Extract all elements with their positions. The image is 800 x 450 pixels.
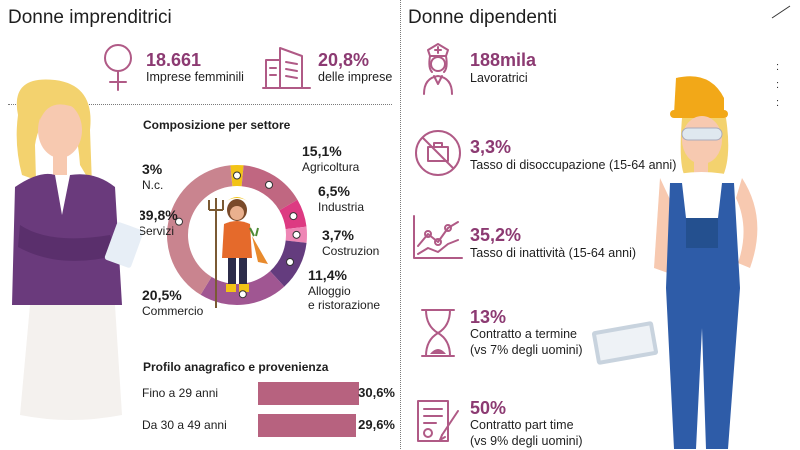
donut-category-label: Agricoltura [302, 160, 360, 174]
quota-label: delle imprese [318, 70, 393, 84]
disoccupazione-value: 3,3% [470, 137, 512, 157]
profile-bar-row: Fino a 29 anni 30,6% [140, 382, 395, 405]
profile-bar-value: 30,6% [358, 385, 395, 400]
donut-leader-dot [233, 171, 241, 180]
donut-category-label: Alloggio [308, 284, 351, 298]
profile-bar-chart: Fino a 29 anni 30,6% Da 30 a 49 anni 29,6% [140, 380, 395, 450]
donut-value-label: 3% [142, 161, 163, 177]
no-unemployment-icon [415, 130, 461, 176]
donut-category-label: Commercio [142, 304, 204, 318]
donut-leader-dot [292, 230, 301, 239]
donut-value-label: 11,4% [308, 267, 347, 283]
parttime-value: 50% [470, 398, 507, 418]
donut-category-label: Costruzione [322, 244, 380, 258]
composition-donut-chart: 3%N.c.15,1%Agricoltura6,5%Industria3,7%C… [140, 143, 380, 318]
profile-bar-row: Da 30 a 49 anni 29,6% [140, 414, 395, 437]
female-symbol-icon [104, 44, 132, 91]
worker-woman-illustration [591, 76, 758, 449]
hourglass-icon [421, 309, 455, 357]
inattivita-value: 35,2% [470, 225, 522, 245]
parttime-comparison: (vs 9% degli uomini) [470, 434, 583, 448]
donut-value-label: 6,5% [318, 183, 350, 199]
donut-value-label: 15,1% [302, 143, 342, 159]
donut-slice-servizi [167, 165, 233, 295]
termine-label: Contratto a termine [470, 327, 577, 341]
termine-comparison: (vs 7% degli uomini) [470, 343, 583, 357]
worker-woman-icon [423, 43, 453, 95]
donut-category-label: Industria [318, 200, 364, 214]
donut-value-label: 20,5% [142, 287, 182, 303]
profile-bar-label: Da 30 a 49 anni [142, 418, 227, 432]
donut-value-label: 3,7% [322, 227, 354, 243]
building-icon [262, 47, 311, 89]
trend-chart-icon [413, 215, 463, 259]
profile-bar [258, 414, 356, 437]
donut-leader-dot [265, 180, 274, 189]
profile-bar-value: 29,6% [358, 417, 395, 432]
profile-title: Profilo anagrafico e provenienza [143, 360, 329, 374]
lavoratrici-label: Lavoratrici [470, 71, 528, 85]
composition-title: Composizione per settore [143, 118, 291, 132]
ellipsis-marks: ::: [776, 61, 780, 109]
donut-leader-dot [286, 258, 295, 267]
pencil-mark-icon [771, 5, 791, 19]
divider-top [8, 104, 392, 105]
right-title: Donne dipendenti [408, 7, 557, 28]
lavoratrici-value: 188mila [470, 50, 537, 70]
profile-bar [258, 382, 359, 405]
donut-category-label: Servizi [140, 224, 174, 238]
donut-leader-dot [289, 212, 298, 221]
termine-value: 13% [470, 307, 507, 327]
donut-leader-dot [175, 217, 184, 226]
imprese-label: Imprese femminili [146, 70, 244, 84]
donut-category-label: N.c. [142, 178, 163, 192]
donut-leader-dot [238, 290, 247, 299]
contract-document-icon [417, 400, 459, 442]
disoccupazione-label: Tasso di disoccupazione (15-64 anni) [470, 158, 677, 172]
profile-bar-label: Fino a 29 anni [142, 386, 219, 400]
left-title: Donne imprenditrici [8, 7, 172, 28]
column-divider [400, 0, 401, 449]
businesswoman-illustration [12, 79, 144, 420]
donut-category-label: e ristorazione [308, 298, 380, 312]
inattivita-label: Tasso di inattività (15-64 anni) [470, 246, 637, 260]
quota-value: 20,8% [318, 50, 370, 70]
imprese-value: 18.661 [146, 50, 202, 70]
donut-value-label: 39,8% [140, 207, 178, 223]
parttime-label: Contratto part time [470, 418, 574, 432]
